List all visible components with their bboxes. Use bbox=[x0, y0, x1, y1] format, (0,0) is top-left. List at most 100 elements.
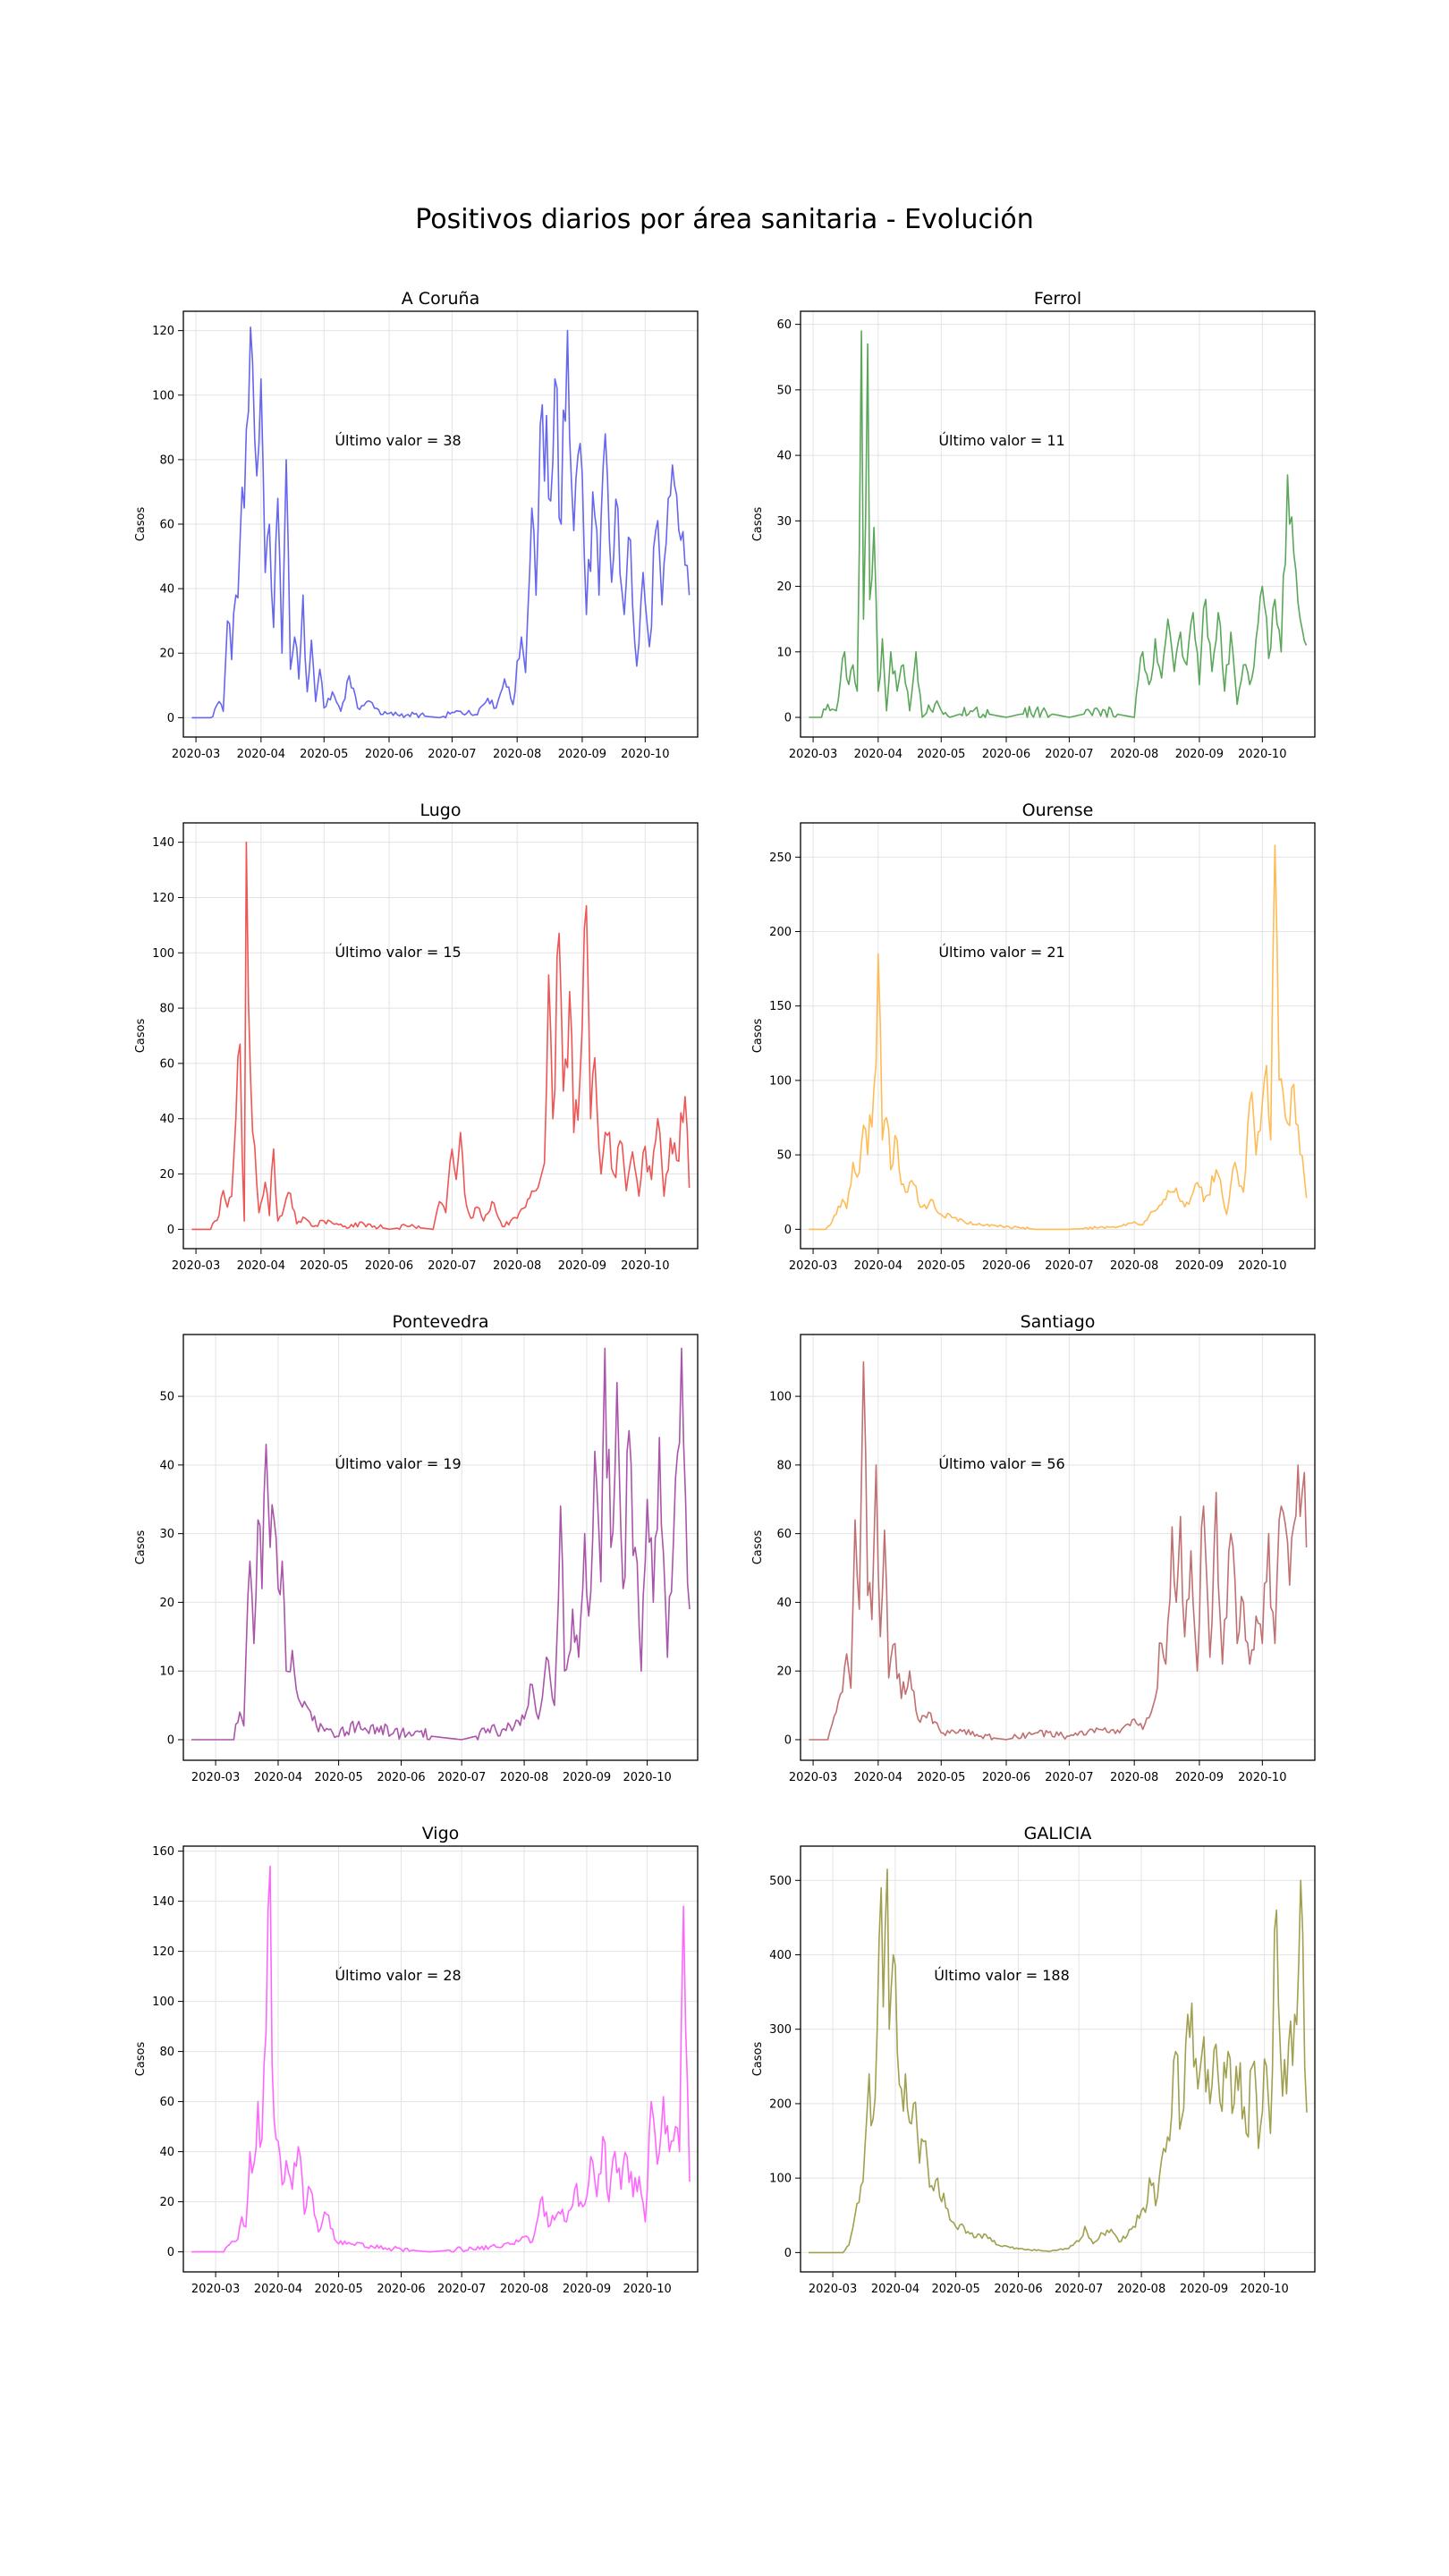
x-tick-label: 2020-10 bbox=[1238, 1771, 1286, 1784]
y-tick-label: 100 bbox=[152, 947, 174, 961]
x-tick-label: 2020-04 bbox=[237, 748, 285, 761]
x-tick-label: 2020-04 bbox=[254, 1771, 302, 1784]
y-tick-label: 60 bbox=[159, 2096, 174, 2109]
y-tick-label: 80 bbox=[159, 453, 174, 467]
x-tick-label: 2020-07 bbox=[428, 748, 476, 761]
y-tick-label: 160 bbox=[152, 1845, 174, 1859]
panel-title: Lugo bbox=[420, 801, 462, 820]
x-tick-label: 2020-06 bbox=[982, 748, 1030, 761]
y-tick-label: 100 bbox=[152, 1996, 174, 2009]
series-line bbox=[191, 1865, 691, 2253]
x-tick-label: 2020-07 bbox=[1045, 1771, 1093, 1784]
x-tick-label: 2020-09 bbox=[1175, 748, 1224, 761]
y-tick-label: 40 bbox=[159, 583, 174, 597]
x-tick-label: 2020-04 bbox=[254, 2283, 302, 2296]
panel-title: Santiago bbox=[1021, 1312, 1096, 1332]
x-tick-label: 2020-06 bbox=[365, 1259, 413, 1273]
panel-title: Pontevedra bbox=[392, 1312, 488, 1332]
last-value-annotation: Último valor = 188 bbox=[934, 1967, 1070, 1984]
x-tick-label: 2020-10 bbox=[623, 2283, 671, 2296]
panel-title: GALICIA bbox=[1024, 1824, 1092, 1843]
panel-lugo: 0 20 40 60 80 100 120 140 2020-03 2020-04 2020-05 2… bbox=[134, 801, 699, 1273]
y-tick-label: 60 bbox=[159, 519, 174, 532]
y-tick-label: 0 bbox=[784, 1224, 792, 1237]
x-tick-label: 2020-08 bbox=[500, 2283, 548, 2296]
x-tick-label: 2020-08 bbox=[493, 748, 541, 761]
panel-title: A Coruña bbox=[402, 289, 479, 309]
x-tick-label: 2020-03 bbox=[172, 748, 220, 761]
x-tick-label: 2020-03 bbox=[809, 2283, 857, 2296]
y-tick-label: 40 bbox=[776, 450, 792, 463]
y-tick-label: 140 bbox=[152, 836, 174, 850]
plot-frame bbox=[182, 1845, 699, 2273]
panel-ferrol: 0 10 20 30 40 50 60 2020-03 2020-04 2020-05 2020-0… bbox=[751, 289, 1316, 761]
panel-vigo: 0 20 40 60 80 100 120 140 160 2020-03 2020-04 2020-… bbox=[134, 1824, 699, 2296]
y-tick-label: 40 bbox=[159, 1459, 174, 1472]
y-tick-label: 20 bbox=[776, 1665, 792, 1679]
y-tick-label: 20 bbox=[776, 580, 792, 594]
y-tick-label: 0 bbox=[784, 2247, 792, 2260]
y-tick-label: 250 bbox=[769, 852, 792, 865]
y-tick-label: 0 bbox=[167, 712, 174, 725]
x-tick-label: 2020-06 bbox=[377, 1771, 425, 1784]
x-tick-label: 2020-06 bbox=[982, 1771, 1030, 1784]
plot-frame bbox=[800, 1845, 1316, 2273]
last-value-annotation: Último valor = 19 bbox=[335, 1455, 461, 1472]
x-tick-label: 2020-09 bbox=[1175, 1259, 1224, 1273]
plot-frame bbox=[800, 822, 1316, 1250]
series-line bbox=[809, 844, 1308, 1231]
y-tick-label: 150 bbox=[769, 1000, 792, 1013]
y-tick-label: 200 bbox=[769, 926, 792, 939]
y-tick-label: 40 bbox=[776, 1597, 792, 1610]
y-tick-label: 120 bbox=[152, 892, 174, 905]
y-tick-label: 10 bbox=[776, 646, 792, 659]
y-tick-label: 20 bbox=[159, 1168, 174, 1182]
y-tick-label: 140 bbox=[152, 1895, 174, 1909]
x-tick-label: 2020-03 bbox=[172, 1259, 220, 1273]
x-tick-label: 2020-08 bbox=[500, 1771, 548, 1784]
y-tick-label: 50 bbox=[776, 1149, 792, 1163]
x-tick-label: 2020-06 bbox=[365, 748, 413, 761]
plot-frame bbox=[800, 1334, 1316, 1761]
y-tick-label: 0 bbox=[167, 1733, 174, 1747]
panel-title: Ourense bbox=[1022, 801, 1094, 820]
x-tick-label: 2020-10 bbox=[1240, 2283, 1288, 2296]
y-axis-label: Casos bbox=[751, 2042, 765, 2077]
x-tick-label: 2020-08 bbox=[493, 1259, 541, 1273]
y-tick-label: 200 bbox=[769, 2097, 792, 2111]
x-tick-label: 2020-10 bbox=[1238, 1259, 1286, 1273]
y-axis-label: Casos bbox=[751, 1019, 765, 1054]
panel-ourense: 0 50 100 150 200 250 2020-03 2020-04 2020-05 2020… bbox=[751, 801, 1316, 1273]
panel-a-coruna: 0 20 40 60 80 100 120 2020-03 2020-04 2020-05 2020… bbox=[134, 289, 699, 761]
y-tick-label: 100 bbox=[769, 2173, 792, 2186]
last-value-annotation: Último valor = 15 bbox=[335, 944, 461, 961]
figure-title: Positivos diarios por área sanitaria - E… bbox=[415, 204, 1033, 235]
x-tick-label: 2020-04 bbox=[854, 748, 902, 761]
series-line bbox=[191, 1347, 691, 1741]
y-tick-label: 0 bbox=[167, 2246, 174, 2259]
x-tick-label: 2020-03 bbox=[789, 748, 837, 761]
y-axis-label: Casos bbox=[134, 1530, 148, 1565]
y-tick-label: 60 bbox=[776, 1528, 792, 1541]
y-tick-label: 100 bbox=[769, 1391, 792, 1404]
series-line bbox=[191, 841, 691, 1231]
y-tick-label: 50 bbox=[776, 384, 792, 397]
x-tick-label: 2020-05 bbox=[931, 2283, 979, 2296]
last-value-annotation: Último valor = 11 bbox=[938, 432, 1064, 449]
y-tick-label: 400 bbox=[769, 1949, 792, 1962]
y-tick-label: 20 bbox=[159, 2196, 174, 2209]
y-tick-label: 10 bbox=[159, 1665, 174, 1679]
panel-title: Ferrol bbox=[1034, 289, 1081, 309]
series-line bbox=[809, 1360, 1308, 1741]
y-axis-label: Casos bbox=[134, 507, 148, 542]
x-tick-label: 2020-09 bbox=[563, 2283, 611, 2296]
x-tick-label: 2020-04 bbox=[854, 1771, 902, 1784]
x-tick-label: 2020-07 bbox=[1045, 748, 1093, 761]
x-tick-label: 2020-07 bbox=[428, 1259, 476, 1273]
x-tick-label: 2020-08 bbox=[1110, 748, 1158, 761]
y-tick-label: 40 bbox=[159, 1113, 174, 1126]
panel-galicia: 0 100 200 300 400 500 2020-03 2020-04 2020-05 202… bbox=[751, 1824, 1316, 2296]
x-tick-label: 2020-05 bbox=[300, 748, 348, 761]
last-value-annotation: Último valor = 21 bbox=[938, 944, 1064, 961]
